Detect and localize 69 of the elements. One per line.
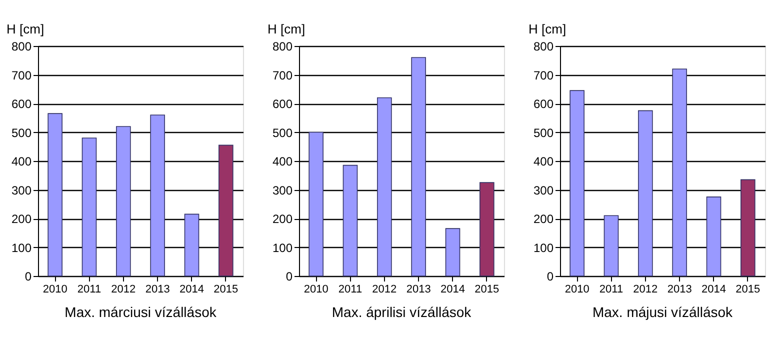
y-axis-title: H [cm] xyxy=(268,22,306,36)
y-tick-label: 500 xyxy=(533,126,554,140)
y-tick-label: 500 xyxy=(11,126,32,140)
y-tick-label: 100 xyxy=(533,240,554,255)
y-tick-label: 400 xyxy=(272,154,293,168)
x-tick-label: 2011 xyxy=(338,284,362,296)
bar xyxy=(218,144,234,276)
bar xyxy=(116,126,131,276)
y-tick-label: 200 xyxy=(11,212,32,226)
bar xyxy=(740,179,756,276)
y-axis-title: H [cm] xyxy=(528,22,566,36)
y-tick-label: 700 xyxy=(272,68,293,82)
x-tick-label: 2013 xyxy=(667,284,692,296)
bar xyxy=(308,132,324,276)
y-tick-label: 700 xyxy=(533,68,554,82)
y-tick-label: 400 xyxy=(533,154,554,168)
y-tick-label: 100 xyxy=(11,240,32,255)
y-tick-label: 100 xyxy=(272,240,293,255)
y-tick-label: 800 xyxy=(272,40,293,54)
bar xyxy=(150,114,165,276)
y-tick-label: 800 xyxy=(533,40,554,54)
y-tick-label: 300 xyxy=(11,183,32,198)
text: Max. áprilisi vízállások xyxy=(332,304,472,320)
x-tick-label: 2015 xyxy=(474,284,500,296)
y-tick-label: 0 xyxy=(286,270,293,284)
x-tick-label: 2015 xyxy=(736,284,760,296)
x-tick-label: 2014 xyxy=(180,284,204,296)
bar xyxy=(570,90,584,276)
y-tick-label: 0 xyxy=(546,270,554,284)
y-axis-title: H [cm] xyxy=(6,22,44,36)
bar xyxy=(377,97,392,276)
y-tick-label: 300 xyxy=(533,183,554,198)
x-tick-label: 2010 xyxy=(304,284,328,296)
text: Max. májusi vízállások xyxy=(592,304,734,320)
y-tick-label: 700 xyxy=(11,68,32,82)
y-tick-label: 600 xyxy=(11,97,32,111)
x-tick-label: 2014 xyxy=(440,284,465,296)
x-tick-label: 2011 xyxy=(599,284,624,296)
bar xyxy=(672,68,687,276)
bar xyxy=(48,113,62,276)
x-tick-label: 2013 xyxy=(145,284,170,296)
bar xyxy=(706,196,722,276)
x-tick-label: 2012 xyxy=(633,284,658,296)
x-tick-label: 2010 xyxy=(42,284,68,296)
bar xyxy=(638,110,653,276)
bar xyxy=(184,214,200,276)
x-tick-label: 2010 xyxy=(564,284,590,296)
bar xyxy=(342,164,358,276)
bar xyxy=(411,57,426,276)
x-tick-label: 2012 xyxy=(111,284,136,296)
text: Max. márciusi vízállások xyxy=(64,304,218,320)
y-tick-label: 800 xyxy=(11,40,32,54)
bar xyxy=(604,215,619,276)
x-tick-label: 2012 xyxy=(372,284,397,296)
bar xyxy=(445,228,460,276)
y-tick-label: 0 xyxy=(24,270,32,284)
y-tick-label: 600 xyxy=(533,97,554,111)
y-tick-label: 400 xyxy=(11,154,32,168)
x-tick-label: 2013 xyxy=(406,284,431,296)
x-tick-label: 2011 xyxy=(77,284,102,296)
bar xyxy=(480,182,494,276)
y-tick-label: 200 xyxy=(272,212,293,226)
y-tick-label: 600 xyxy=(272,97,293,111)
y-tick-label: 500 xyxy=(272,126,293,140)
x-tick-label: 2015 xyxy=(214,284,238,296)
bar xyxy=(82,138,97,276)
y-tick-label: 200 xyxy=(533,212,554,226)
x-tick-label: 2014 xyxy=(702,284,726,296)
y-tick-label: 300 xyxy=(272,183,293,198)
